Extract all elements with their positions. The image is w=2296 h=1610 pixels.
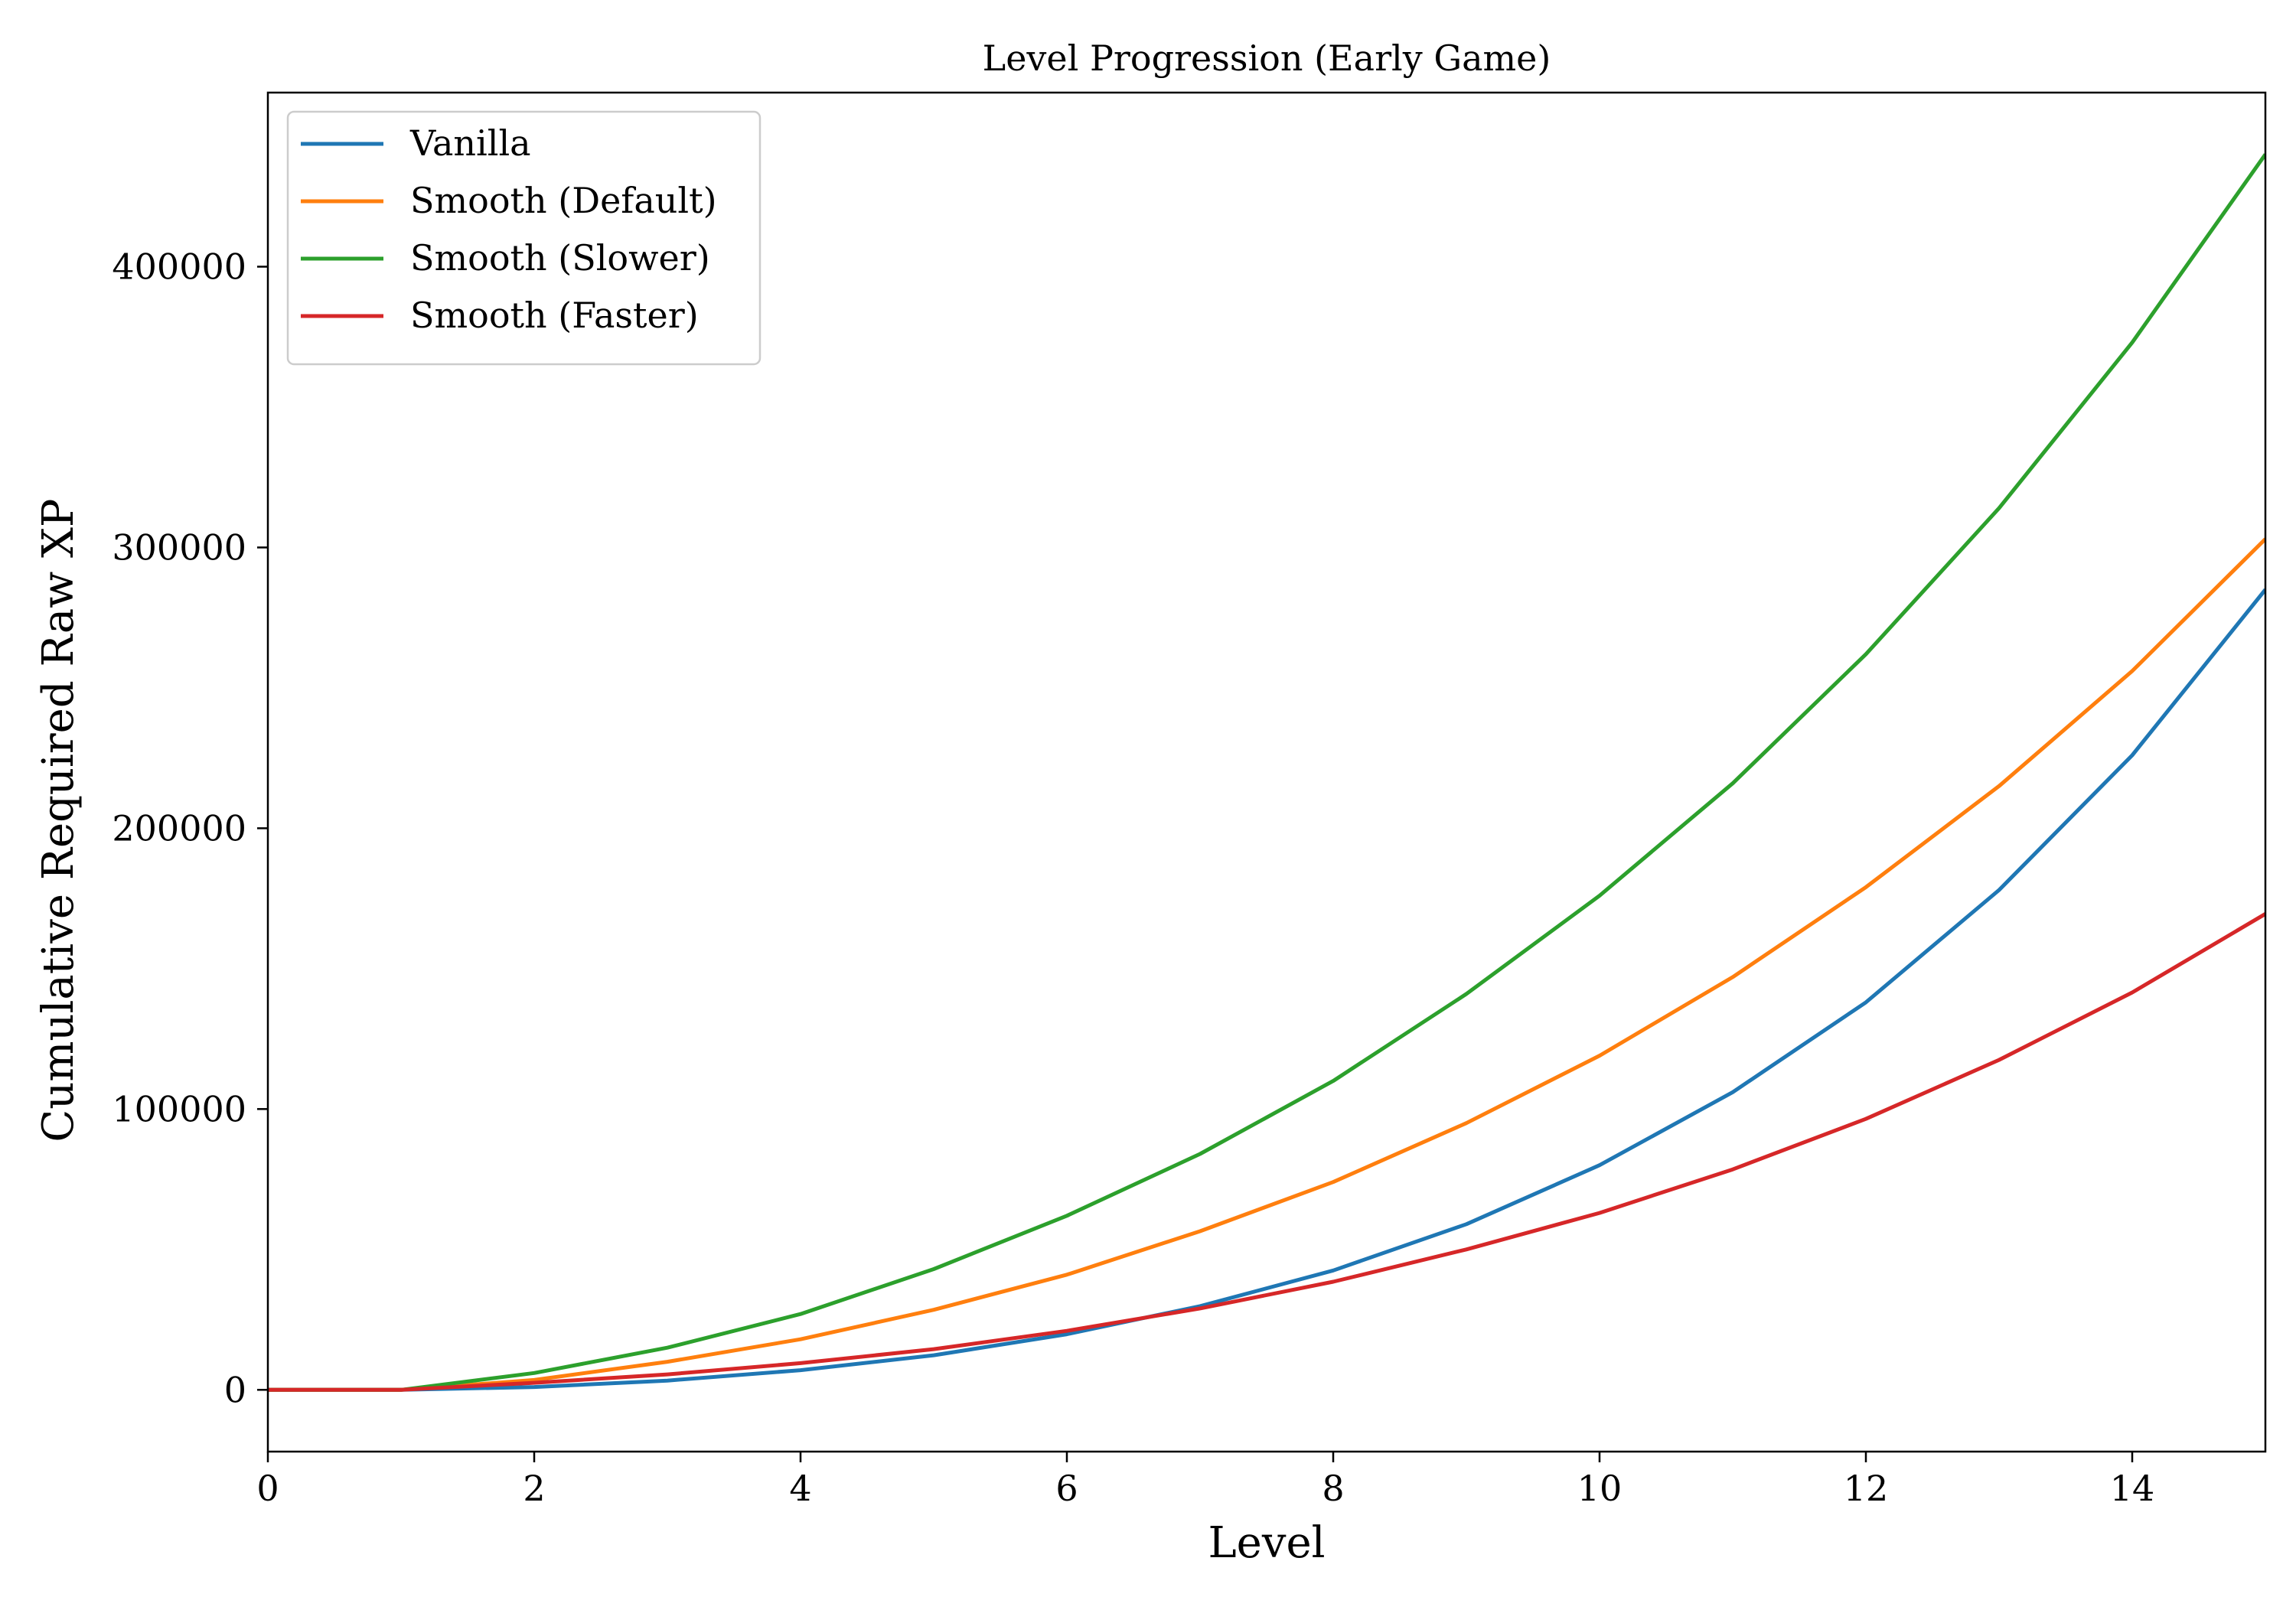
- legend-label: Smooth (Default): [410, 180, 717, 221]
- chart-title: Level Progression (Early Game): [983, 37, 1551, 79]
- series-line-smooth-slower: [268, 153, 2265, 1392]
- x-axis-label: Level: [1208, 1518, 1325, 1568]
- x-tick-label: 2: [523, 1468, 545, 1509]
- series-line-smooth-faster: [268, 912, 2265, 1392]
- x-tick-label: 6: [1055, 1468, 1078, 1509]
- y-tick-label: 100000: [112, 1088, 246, 1129]
- x-tick-label: 12: [1844, 1468, 1889, 1509]
- series-line-vanilla: [268, 588, 2265, 1392]
- legend-label: Vanilla: [409, 122, 531, 164]
- x-tick-label: 8: [1322, 1468, 1344, 1509]
- x-tick-label: 10: [1577, 1468, 1623, 1509]
- x-tick-label: 4: [789, 1468, 811, 1509]
- legend-label: Smooth (Faster): [410, 295, 699, 336]
- x-tick-label: 14: [2110, 1468, 2155, 1509]
- plot-area: 0 2 4 6 8 10 12 14 0 100000 200000 300000 400000 Vani…: [112, 91, 2267, 1509]
- legend-label: Smooth (Slower): [410, 237, 710, 279]
- x-tick-label: 0: [256, 1468, 279, 1509]
- y-tick-label: 400000: [112, 246, 246, 288]
- legend-box: [286, 110, 762, 366]
- y-tick-label: 300000: [112, 526, 246, 568]
- y-tick-label: 200000: [112, 807, 246, 849]
- y-tick-label: 0: [224, 1369, 246, 1410]
- series-line-smooth-default: [268, 537, 2265, 1392]
- plot-frame: [266, 91, 2267, 1453]
- y-axis-label: Cumulative Required Raw XP: [34, 498, 83, 1142]
